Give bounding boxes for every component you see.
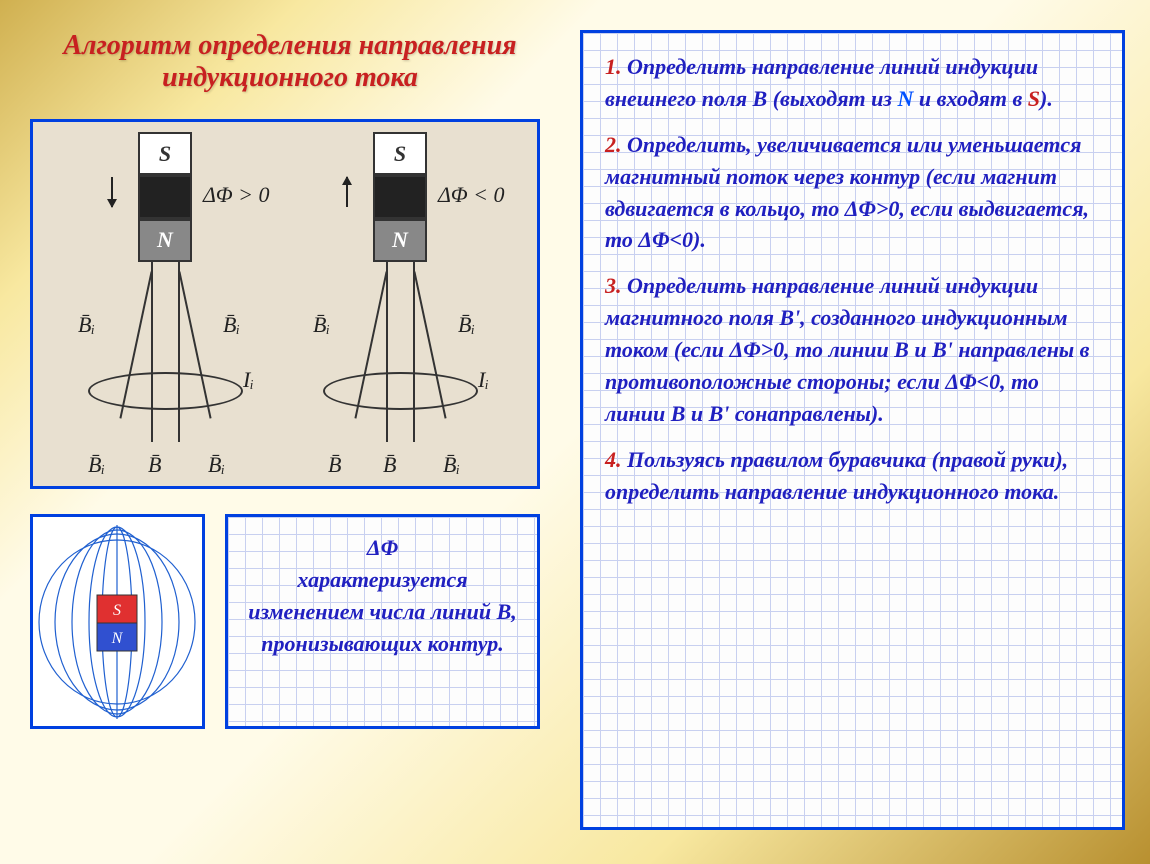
step-2: 2. Определить, увеличивается или уменьша…	[605, 129, 1100, 257]
magnet-n-label: N	[138, 219, 192, 262]
Ii-label: Iᵢ	[478, 367, 489, 393]
Bi-label: B̄ᵢ	[443, 452, 460, 478]
bar-magnet-field-diagram: S N	[30, 514, 205, 729]
magnet-s-label: S	[138, 132, 192, 175]
Bi-label: B̄ᵢ	[313, 312, 330, 338]
field-line	[386, 262, 388, 442]
Bi-label: B̄ᵢ	[458, 312, 475, 338]
step-number: 3.	[605, 273, 622, 298]
step-text: Определить, увеличивается или уменьшаетс…	[605, 132, 1089, 253]
flux-definition-text: характеризуется изменением числа линий В…	[248, 567, 517, 656]
magnet-n-text: N	[111, 630, 124, 647]
step-text: ).	[1040, 86, 1053, 111]
step-number: 1.	[605, 54, 622, 79]
s-letter: S	[1028, 86, 1040, 111]
flux-symbol: ΔΦ	[367, 535, 398, 560]
B-label: B̄	[148, 452, 161, 478]
lenz-diagram: S N ΔΦ > 0 B̄ᵢ B̄ᵢ Iᵢ B̄ B̄ᵢ B̄ᵢ S N ΔΦ …	[30, 119, 540, 489]
arrow-down-icon	[111, 177, 113, 207]
flux-positive-label: ΔΦ > 0	[203, 182, 270, 208]
magnet-s-label: S	[373, 132, 427, 175]
B-label: B̄	[383, 452, 396, 478]
magnet-field-svg: S N	[33, 517, 202, 726]
Bi-label: B̄ᵢ	[223, 312, 240, 338]
field-line	[151, 262, 153, 442]
step-1: 1. Определить направление линий индукции…	[605, 51, 1100, 115]
n-letter: N	[897, 86, 913, 111]
step-number: 2.	[605, 132, 622, 157]
Bi-label: B̄ᵢ	[88, 452, 105, 478]
algorithm-steps-box: 1. Определить направление линий индукции…	[580, 30, 1125, 830]
slide-title: Алгоритм определения направления индукци…	[30, 30, 550, 94]
Bi-label: B̄ᵢ	[78, 312, 95, 338]
step-text: Пользуясь правилом буравчика (правой рук…	[605, 447, 1068, 504]
B-label: B̄	[328, 452, 341, 478]
coil-ring	[88, 372, 243, 410]
step-text: Определить направление линий индукции ма…	[605, 273, 1090, 426]
step-number: 4.	[605, 447, 622, 472]
field-line	[413, 262, 415, 442]
field-line	[178, 262, 180, 442]
arrow-up-icon	[346, 177, 348, 207]
magnet-n-label: N	[373, 219, 427, 262]
magnet-mid	[373, 175, 427, 218]
coil-ring	[323, 372, 478, 410]
magnet-s-text: S	[113, 602, 121, 619]
step-text: и входят в	[913, 86, 1027, 111]
Ii-label: Iᵢ	[243, 367, 254, 393]
flux-definition-box: ΔΦ характеризуется изменением числа лини…	[225, 514, 540, 729]
magnet-mid	[138, 175, 192, 218]
step-3: 3. Определить направление линий индукции…	[605, 270, 1100, 429]
flux-negative-label: ΔΦ < 0	[438, 182, 505, 208]
step-4: 4. Пользуясь правилом буравчика (правой …	[605, 444, 1100, 508]
Bi-label: B̄ᵢ	[208, 452, 225, 478]
